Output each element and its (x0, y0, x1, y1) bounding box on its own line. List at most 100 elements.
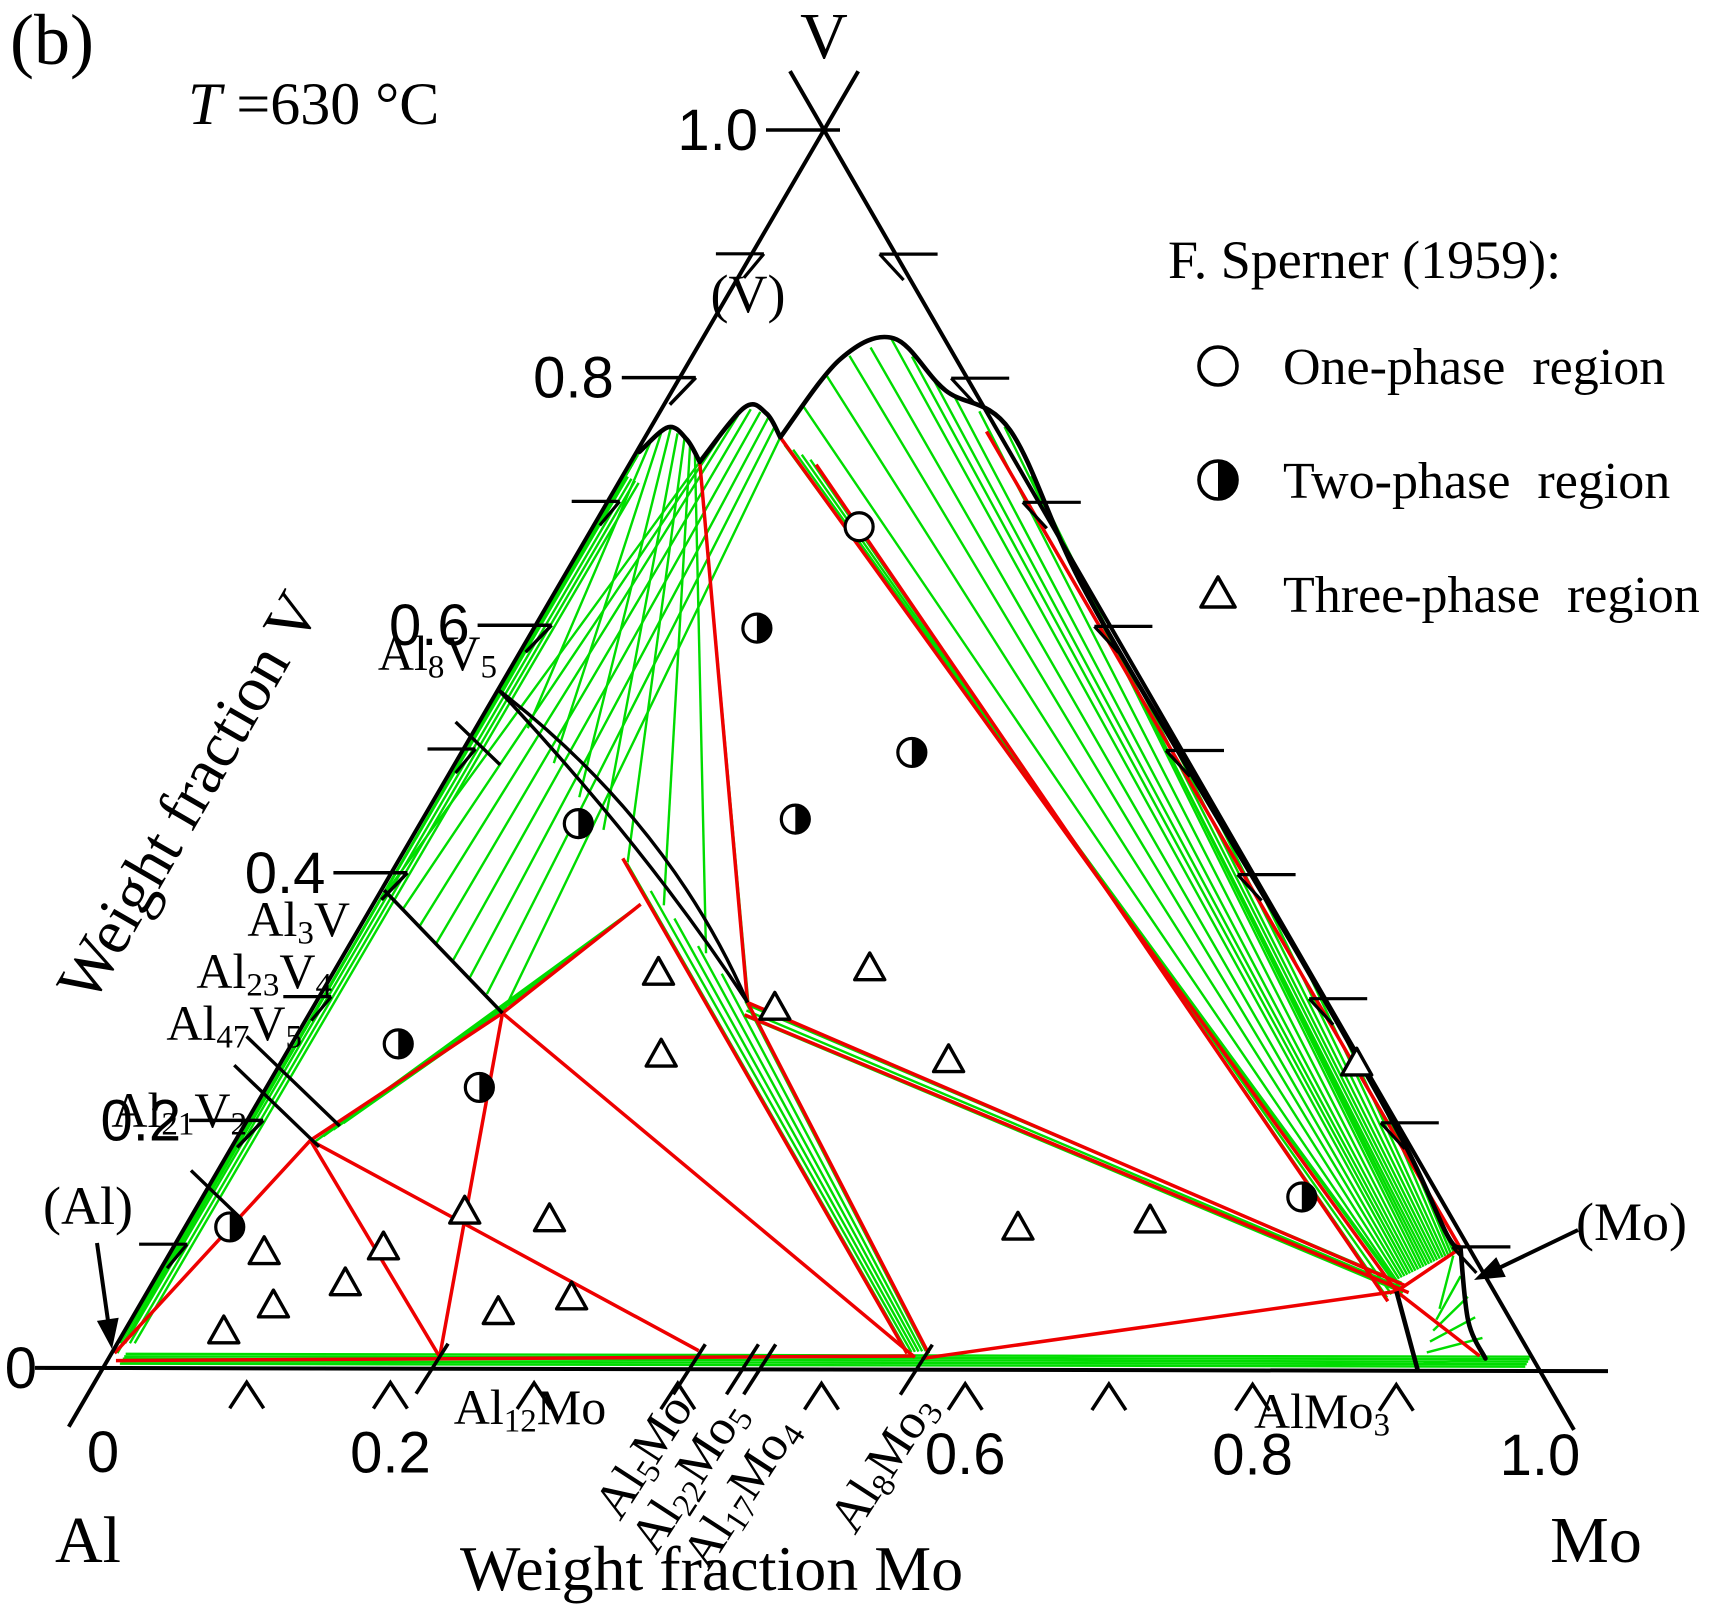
tie-line (1423, 1357, 1490, 1365)
annotation-al21v2: Al21V2 (111, 1082, 247, 1142)
tie-line (626, 437, 686, 863)
tie-line (526, 442, 652, 729)
tie-line (848, 355, 1403, 1279)
three-phase-boundary (698, 461, 750, 1003)
axis-tick (380, 871, 409, 902)
annotation-al12mo: Al12Mo (454, 1379, 606, 1439)
axis-tick (1021, 501, 1048, 530)
axis-tick (659, 1380, 697, 1411)
annotation-weightfractionmo: Weight fraction Mo (460, 1533, 963, 1604)
axis-tick (803, 1380, 840, 1411)
axis-tick (946, 1380, 984, 1411)
axis-tick (515, 1379, 553, 1410)
three-phase-point (554, 1280, 589, 1311)
tie-line (1304, 967, 1444, 1258)
tie-line (128, 480, 637, 1344)
compound-tick-al8mo3 (898, 1343, 934, 1396)
compound-tick-al47v5 (233, 1063, 321, 1148)
three-phase-point (366, 1230, 401, 1261)
tie-line (1435, 1275, 1462, 1321)
tie-line (434, 408, 752, 945)
solvus-curve (1458, 1245, 1488, 1361)
legend-title: F. Sperner (1959): (1168, 230, 1561, 290)
axis-tick (371, 1379, 409, 1410)
three-phase-point (448, 1194, 482, 1225)
compound-tick-al8v5 (454, 720, 502, 766)
region-arrowhead (96, 1317, 119, 1349)
two-phase-point-fill (398, 1029, 413, 1058)
tie-line (500, 451, 641, 694)
axis-tick (742, 252, 766, 279)
axis-tick (668, 376, 698, 406)
tie-line (578, 428, 672, 798)
tie-line (978, 410, 1420, 1270)
axis-tick (235, 1119, 265, 1149)
tick-label: 0.8 (1212, 1422, 1293, 1487)
tie-line (133, 482, 640, 1344)
tie-line (119, 1362, 1526, 1368)
tie-line (383, 461, 701, 895)
axis-tick (1090, 1380, 1128, 1412)
annotation-t630c: T =630 °C (188, 71, 439, 137)
two-phase-icon-fill (1218, 461, 1237, 499)
three-phase-boundary (437, 1012, 505, 1360)
tie-line (124, 478, 633, 1344)
triangle-edge (34, 1365, 1609, 1374)
compound-tick-al5mo (671, 1343, 707, 1396)
region-arrow (1485, 1228, 1579, 1276)
tie-line (121, 1360, 1527, 1366)
axis-tick (1377, 1381, 1415, 1412)
three-phase-point (481, 1295, 515, 1326)
tie-line (417, 414, 740, 928)
three-phase-boundary (115, 1354, 913, 1363)
three-phase-boundary (309, 1138, 700, 1353)
axis-tick (950, 377, 977, 406)
one-phase-point (843, 511, 875, 543)
three-phase-point (1133, 1203, 1167, 1234)
three-phase-boundary (113, 1139, 312, 1355)
axis-tick (454, 747, 477, 775)
axis-tick (1236, 873, 1263, 902)
three-phase-point (328, 1266, 363, 1297)
two-phase-point-fill (911, 738, 926, 767)
three-phase-boundary (501, 902, 642, 1015)
three-phase-boundary (309, 1011, 504, 1142)
annotation-b: (b) (10, 0, 94, 80)
compound-tick-al22mo5 (724, 1343, 760, 1396)
tie-line (952, 395, 1417, 1272)
tie-line (485, 426, 776, 995)
tie-line (400, 437, 720, 912)
annotation-almo3: AlMo3 (1254, 1383, 1390, 1443)
annotation-al: (Al) (43, 1176, 133, 1236)
two-phase-point-fill (479, 1073, 494, 1102)
two-phase-point-fill (1301, 1182, 1316, 1211)
three-phase-point (931, 1043, 966, 1074)
three-phase-boundary (1395, 1289, 1481, 1358)
three-phase-point (1001, 1210, 1035, 1241)
tie-line (602, 433, 679, 831)
axis-tick (1234, 1381, 1272, 1412)
compound-tick-al21v2 (189, 1169, 244, 1221)
compound-line-al8v5 (496, 688, 749, 1004)
annotation-al8v5: Al8V5 (378, 625, 497, 685)
legend-item-label: Three-phase region (1283, 567, 1700, 624)
axis-tick (524, 623, 553, 654)
annotation-mo: Mo (1550, 1504, 1642, 1577)
three-phase-point (247, 1235, 281, 1266)
solvus-curve (697, 402, 783, 465)
tie-line (468, 416, 770, 978)
axis-tick (1379, 1121, 1406, 1150)
three-phase-boundary (743, 1013, 1410, 1295)
axis-tick (1164, 749, 1192, 778)
three-phase-boundary (984, 430, 1462, 1248)
tick-label: 0.4 (245, 841, 326, 906)
axis-tick (598, 500, 621, 527)
tie-line (696, 945, 920, 1353)
three-phase-point (207, 1314, 241, 1345)
three-phase-point (256, 1288, 291, 1319)
tie-line (502, 436, 782, 1012)
tick-label: 0.6 (925, 1422, 1006, 1487)
tie-line (802, 406, 1398, 1281)
legend-item-label: One-phase region (1283, 339, 1665, 396)
